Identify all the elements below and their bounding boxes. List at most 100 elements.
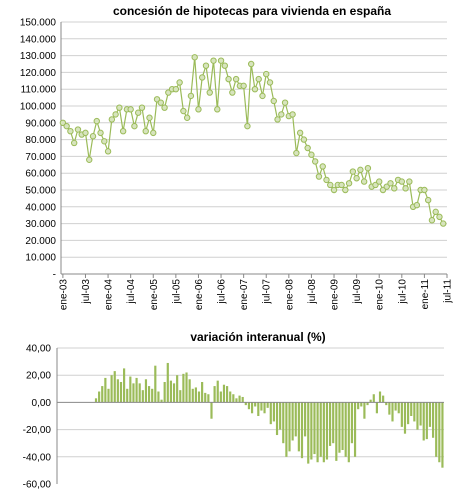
bar-mark <box>160 399 163 403</box>
bar-mark <box>400 402 403 427</box>
bar-mark <box>385 402 388 406</box>
line-data-point <box>402 185 409 192</box>
line-data-point <box>391 185 398 192</box>
line-y-tick-label: 150.000 <box>20 18 57 29</box>
line-data-point <box>180 107 187 115</box>
bar-mark <box>151 388 154 403</box>
line-data-point <box>247 60 255 68</box>
bar-mark <box>135 377 138 403</box>
line-data-point <box>112 111 119 118</box>
bar-mark <box>366 402 369 406</box>
bar-y-tick-label: -40,00 <box>23 452 52 463</box>
line-data-point <box>232 75 240 83</box>
line-y-tick-label: 100.000 <box>20 102 57 113</box>
line-data-point <box>202 62 210 69</box>
bar-mark <box>378 391 382 403</box>
bar-mark <box>369 399 372 403</box>
bar-mark <box>413 402 416 422</box>
bar-mark <box>213 386 216 403</box>
line-data-point <box>398 178 406 185</box>
bar-mark <box>169 380 172 403</box>
bar-mark <box>141 390 144 403</box>
bar-mark <box>422 402 425 441</box>
line-data-point <box>172 86 180 93</box>
bar-y-tick-label: -60,00 <box>23 480 52 491</box>
bar-mark <box>254 402 257 407</box>
bar-chart: 40,00 20,00 0,00 -20,00 -40,00 -60,00 <box>23 344 444 491</box>
line-data-point <box>63 122 70 130</box>
line-data-point <box>104 148 112 155</box>
line-data-point <box>183 114 191 121</box>
bar-mark <box>194 387 197 403</box>
line-data-point <box>428 217 436 224</box>
bar-mark <box>154 365 157 403</box>
line-data-point <box>240 82 247 90</box>
bar-mark <box>428 402 432 427</box>
bar-mark <box>300 402 304 459</box>
line-data-point <box>217 57 225 64</box>
line-y-tick-label: 110.000 <box>21 85 57 96</box>
line-x-tick-label: jul-03 <box>81 279 92 305</box>
bar-mark <box>129 376 132 403</box>
bar-mark <box>107 388 110 403</box>
line-data-point <box>281 99 289 106</box>
line-y-tick-label: 120.000 <box>20 68 57 79</box>
line-data-point <box>406 178 413 185</box>
line-data-point <box>191 54 198 61</box>
line-data-point <box>387 180 394 187</box>
line-y-tick-label: 60.000 <box>25 169 56 180</box>
bar-mark <box>316 402 319 463</box>
bar-mark <box>397 402 400 414</box>
bar-mark <box>347 402 350 463</box>
bar-mark <box>416 402 419 430</box>
line-x-tick-label: jul-04 <box>126 279 137 305</box>
line-data-point <box>432 208 439 216</box>
line-data-point <box>327 181 334 189</box>
line-data-point <box>157 99 164 106</box>
line-x-tick-label: ene-03 <box>58 279 69 311</box>
bar-mark <box>441 402 444 468</box>
line-data-point <box>67 128 74 135</box>
line-x-tick-label: ene-06 <box>194 279 205 311</box>
line-data-point <box>101 138 108 145</box>
bar-mark <box>307 402 310 464</box>
bar-mark <box>304 402 307 437</box>
line-x-tick-label: ene-10 <box>375 279 386 311</box>
bar-mark <box>263 402 266 414</box>
line-data-point <box>330 186 338 194</box>
line-data-point <box>300 136 308 143</box>
line-data-point <box>70 139 78 147</box>
bar-mark <box>350 402 354 444</box>
line-data-point <box>199 74 206 81</box>
line-data-point <box>86 156 93 163</box>
bar-mark <box>391 402 394 422</box>
line-data-point <box>338 181 345 189</box>
bar-mark <box>113 371 116 403</box>
bar-mark <box>388 402 391 415</box>
line-data-point <box>116 104 123 111</box>
line-data-point <box>131 122 138 130</box>
bar-mark <box>204 392 207 403</box>
line-data-point <box>376 178 383 185</box>
line-data-point <box>308 151 315 158</box>
line-data-point <box>270 97 277 105</box>
line-data-point <box>187 92 195 100</box>
bar-mark <box>282 402 285 444</box>
bar-mark <box>144 379 148 403</box>
line-data-point <box>296 129 304 137</box>
bar-mark <box>403 402 407 434</box>
line-x-tick-label: jul-10 <box>397 279 408 305</box>
line-data-point <box>74 126 82 133</box>
bar-mark <box>419 402 422 426</box>
bar-mark <box>247 402 251 410</box>
line-data-point <box>161 104 168 111</box>
bar-mark <box>222 384 226 403</box>
line-y-tick-label: 80.000 <box>25 135 56 146</box>
line-data-point <box>150 129 157 137</box>
line-data-point <box>244 122 251 130</box>
line-data-point <box>364 164 372 172</box>
line-data-point <box>206 89 213 96</box>
bar-mark <box>179 390 182 403</box>
bar-mark <box>338 402 341 453</box>
